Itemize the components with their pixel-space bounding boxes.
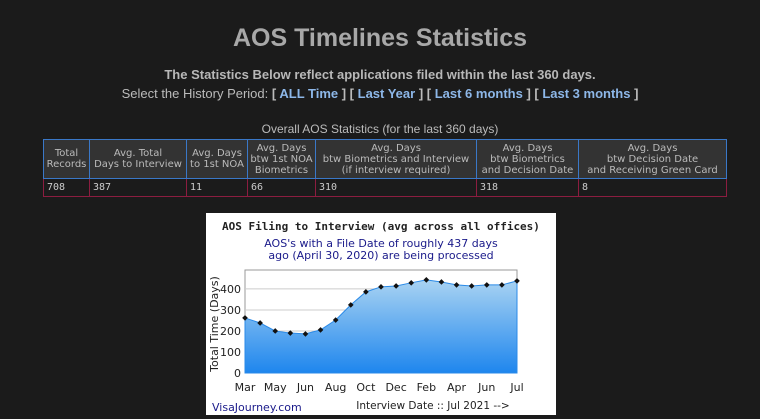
column-header: Avg. Days btw 1st NOA Biometrics bbox=[247, 139, 316, 179]
x-tick-label: Dec bbox=[385, 381, 406, 394]
x-tick-label: Aug bbox=[325, 381, 346, 394]
period-link[interactable]: Last 3 months bbox=[542, 86, 631, 101]
period-link[interactable]: Last Year bbox=[357, 86, 416, 101]
x-tick-label: Feb bbox=[417, 381, 436, 394]
page-title: AOS Timelines Statistics bbox=[232, 24, 528, 52]
table-row: 708 387 11 66 310 318 8 bbox=[43, 178, 727, 197]
period-link[interactable]: Last 6 months bbox=[434, 86, 523, 101]
data-point bbox=[347, 302, 354, 308]
source: VisaJourney.com bbox=[212, 401, 302, 414]
chart-title: AOS Filing to Interview (avg across all … bbox=[222, 220, 540, 233]
data-point bbox=[257, 320, 263, 326]
column-header: Avg. Days btw Biometrics and Decision Da… bbox=[476, 139, 579, 179]
data-point bbox=[287, 330, 294, 336]
data-point bbox=[332, 317, 339, 323]
data-point bbox=[483, 282, 490, 288]
data-point bbox=[272, 328, 279, 334]
x-axis-label: Interview Date :: Jul 2021 --> bbox=[356, 400, 509, 412]
x-tick-label: Oct bbox=[356, 381, 376, 394]
column-header: Avg. Total Days to Interview bbox=[89, 139, 187, 179]
x-tick-label: Jun bbox=[296, 381, 314, 394]
table-cell: 310 bbox=[315, 178, 477, 197]
data-point bbox=[423, 277, 430, 283]
y-tick-label: 300 bbox=[220, 304, 241, 317]
data-point bbox=[317, 327, 324, 333]
annotation: AOS's with a File Date of roughly 437 da… bbox=[264, 237, 498, 250]
y-tick-label: 200 bbox=[220, 325, 241, 338]
x-tick-label: Mar bbox=[235, 381, 256, 394]
data-point bbox=[438, 279, 445, 285]
period-link[interactable]: ALL Time bbox=[279, 86, 339, 101]
x-tick-label: Jul bbox=[509, 381, 523, 394]
data-point bbox=[499, 282, 505, 288]
data-point bbox=[378, 283, 384, 290]
period-prompt: Select the History Period: bbox=[121, 86, 269, 101]
data-point bbox=[242, 315, 248, 321]
column-header: Avg. Days btw Biometrics and Interview (… bbox=[315, 139, 477, 179]
period-selector: Select the History Period: [ ALL Time ] … bbox=[121, 86, 639, 101]
data-point bbox=[468, 283, 475, 289]
y-tick-label: 400 bbox=[220, 283, 241, 296]
subtitle: The Statistics Below reflect application… bbox=[164, 67, 596, 82]
x-tick-label: Jun bbox=[477, 381, 495, 394]
column-header: Total Records bbox=[43, 139, 90, 179]
table-cell: 8 bbox=[578, 178, 727, 197]
table-caption: Overall AOS Statistics (for the last 360… bbox=[261, 122, 499, 136]
data-point bbox=[393, 283, 399, 289]
y-axis-label: Total Time (Days) bbox=[208, 276, 221, 373]
stats-table: Total Records Avg. Total Days to Intervie… bbox=[43, 139, 727, 197]
x-tick-label: May bbox=[264, 381, 287, 394]
data-point bbox=[453, 282, 460, 288]
area bbox=[244, 279, 518, 374]
y-tick-label: 100 bbox=[220, 346, 241, 359]
y-tick-label: 0 bbox=[234, 367, 241, 380]
data-point bbox=[408, 279, 415, 286]
data-point bbox=[363, 289, 369, 295]
data-point bbox=[302, 331, 309, 337]
annotation: ago (April 30, 2020) are being processed bbox=[268, 249, 493, 262]
data-point bbox=[514, 278, 520, 284]
x-tick-label: Apr bbox=[447, 381, 467, 394]
column-header: Avg. Days btw Decision Date and Receivin… bbox=[578, 139, 727, 179]
